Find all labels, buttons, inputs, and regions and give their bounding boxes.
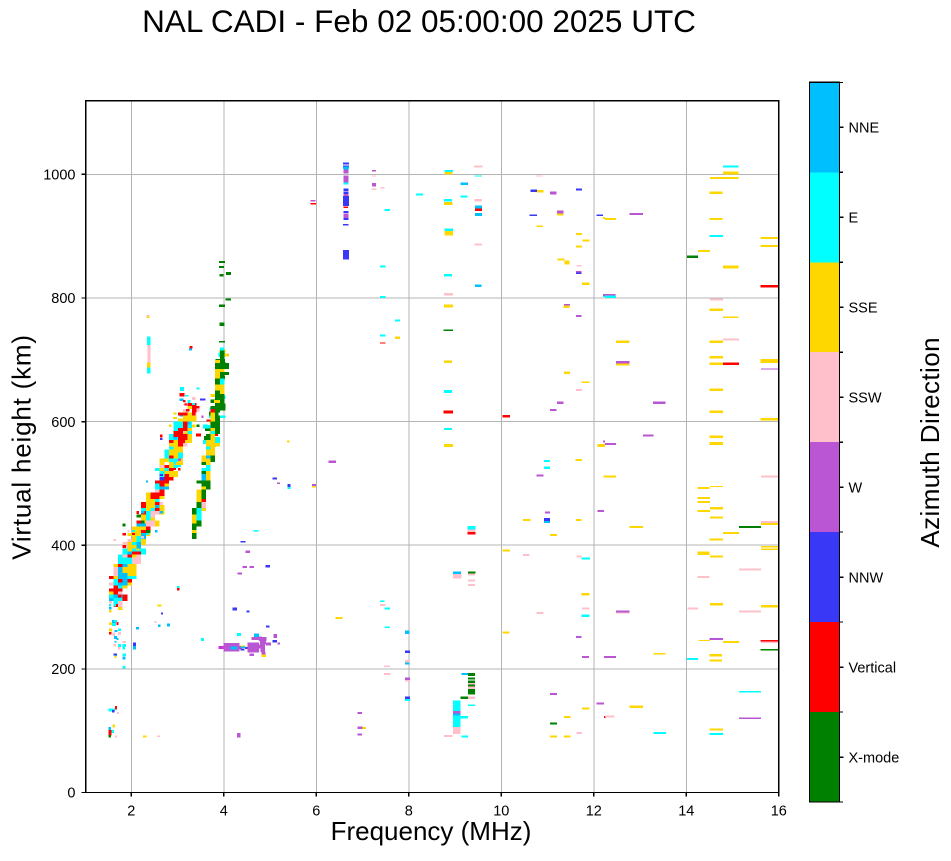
svg-text:Azimuth Direction: Azimuth Direction — [915, 337, 945, 548]
svg-text:400: 400 — [51, 538, 75, 554]
svg-text:NAL CADI - Feb 02 05:00:00 202: NAL CADI - Feb 02 05:00:00 2025 UTC — [142, 3, 696, 39]
svg-text:800: 800 — [51, 291, 75, 307]
svg-text:NNE: NNE — [849, 121, 880, 137]
svg-text:200: 200 — [51, 662, 75, 678]
svg-text:NNW: NNW — [849, 570, 884, 586]
svg-text:Vertical: Vertical — [849, 660, 897, 676]
svg-text:Virtual height (km): Virtual height (km) — [6, 334, 36, 560]
svg-text:10: 10 — [493, 804, 509, 820]
svg-text:X-mode: X-mode — [849, 750, 900, 766]
svg-text:W: W — [849, 480, 863, 496]
svg-text:4: 4 — [220, 804, 228, 820]
svg-text:0: 0 — [67, 786, 75, 802]
svg-text:SSE: SSE — [849, 300, 878, 316]
svg-text:Frequency (MHz): Frequency (MHz) — [331, 816, 532, 846]
svg-text:600: 600 — [51, 415, 75, 431]
svg-text:8: 8 — [405, 804, 413, 820]
svg-text:6: 6 — [312, 804, 320, 820]
svg-text:12: 12 — [586, 804, 602, 820]
svg-text:E: E — [849, 211, 859, 227]
svg-text:SSW: SSW — [849, 390, 882, 406]
svg-text:16: 16 — [771, 804, 787, 820]
svg-text:1000: 1000 — [43, 168, 75, 184]
svg-text:2: 2 — [127, 804, 135, 820]
svg-text:14: 14 — [678, 804, 694, 820]
